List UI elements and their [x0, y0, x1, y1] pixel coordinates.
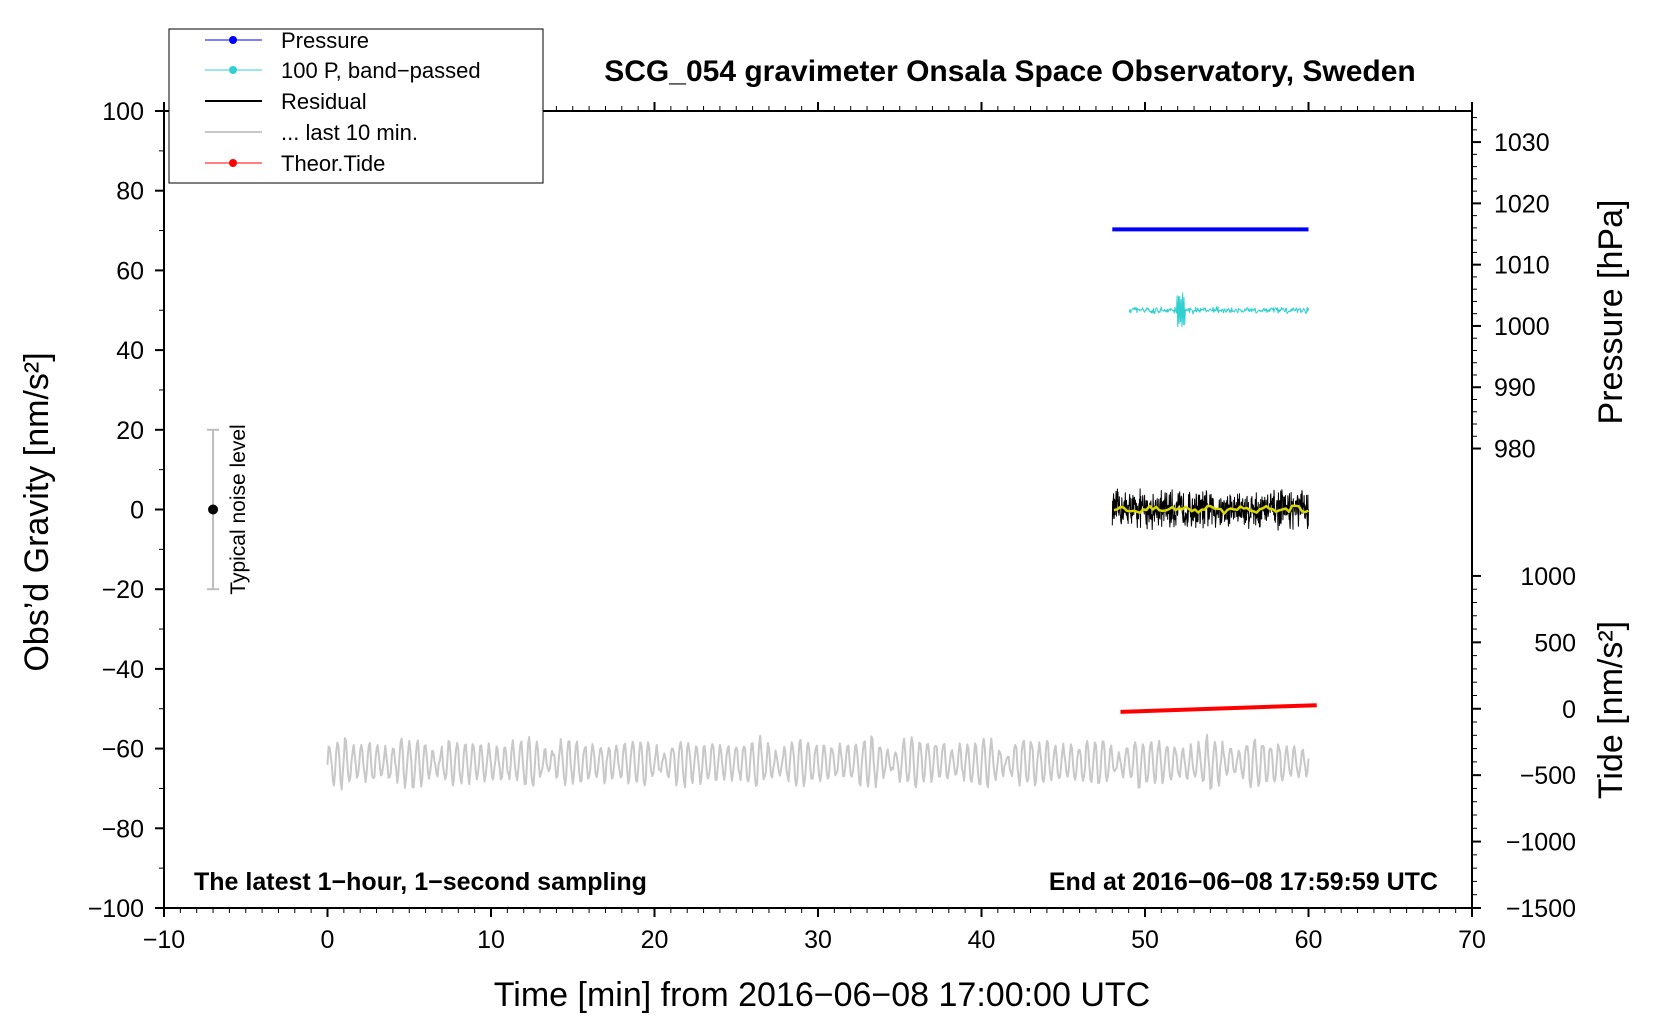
- legend-entry-theor-tide: Theor.Tide: [205, 151, 385, 176]
- x-tick-label: 40: [968, 926, 996, 954]
- noise-bar-dot: [208, 504, 219, 515]
- legend-label-residual: Residual: [281, 89, 367, 114]
- x-tick-label: 50: [1131, 926, 1159, 954]
- legend-label-theor-tide: Theor.Tide: [281, 151, 385, 176]
- y-tick-label: −40: [102, 656, 144, 684]
- series-theor-tide: [1120, 703, 1317, 714]
- series-layer: [326, 227, 1317, 791]
- noise-bar-label: Typical noise level: [227, 424, 250, 594]
- legend-label-pressure: Pressure: [281, 28, 369, 53]
- legend-box: [168, 28, 544, 184]
- series-residual: [1111, 488, 1309, 531]
- legend-marker-theor-tide: [229, 159, 237, 167]
- x-tick-label: 20: [641, 926, 669, 954]
- legend-label-bandpassed: 100 P, band−passed: [281, 58, 481, 83]
- series-last-10-min: [326, 733, 1310, 791]
- series-100-p-band-passed: [1128, 292, 1309, 328]
- pressure-tick-label: 1010: [1494, 252, 1550, 280]
- legend-marker-bandpassed: [229, 66, 237, 74]
- pressure-tick-label: 990: [1494, 374, 1536, 402]
- y-tick-label: 60: [116, 257, 144, 285]
- y-tick-label: 20: [116, 417, 144, 445]
- pressure-axis-label: Pressure [hPa]: [1592, 200, 1630, 425]
- y-axis-label-left: Obs’d Gravity [nm/s²]: [18, 352, 56, 671]
- tide-tick-label: −1500: [1506, 895, 1576, 923]
- tide-tick-label: −500: [1520, 762, 1576, 790]
- x-axis-label: Time [min] from 2016−06−08 17:00:00 UTC: [494, 976, 1150, 1014]
- y-tick-label: −60: [102, 736, 144, 764]
- y-tick-label: 40: [116, 337, 144, 365]
- right-axes: 1030 1020 1010 1000 990 980 1000 500 0 −500 −1000 −…: [1472, 117, 1576, 923]
- x-tick-label: 60: [1295, 926, 1323, 954]
- y-tick-label: 80: [116, 178, 144, 206]
- end-time-note: End at 2016−06−08 17:59:59 UTC: [1049, 868, 1438, 896]
- series-residual-smoothed: [1113, 504, 1310, 515]
- legend-marker-pressure: [229, 36, 237, 44]
- y-tick-label: 100: [102, 98, 144, 126]
- y-tick-label: −20: [102, 576, 144, 604]
- x-tick-label: −10: [143, 926, 185, 954]
- chart-title: SCG_054 gravimeter Onsala Space Observat…: [604, 55, 1416, 88]
- legend-label-last-10-min: ... last 10 min.: [281, 120, 418, 145]
- y-tick-label: −80: [102, 815, 144, 843]
- x-tick-label: 30: [804, 926, 832, 954]
- pressure-tick-label: 980: [1494, 436, 1536, 464]
- legend-entry-residual: Residual: [205, 89, 367, 114]
- tide-tick-label: 0: [1562, 696, 1576, 724]
- legend-entry-pressure: Pressure: [205, 28, 369, 53]
- tide-tick-label: 500: [1534, 629, 1576, 657]
- legend-entry-last-10-min: ... last 10 min.: [205, 120, 418, 145]
- y-tick-label: 0: [130, 497, 144, 525]
- legend: Pressure 100 P, band−passed Residual ...…: [168, 28, 544, 184]
- x-tick-label: 10: [477, 926, 505, 954]
- y-tick-label: −100: [88, 895, 144, 923]
- tick-layer: −10 0 10 20 30 40 50 60 70100806040200−20−40−60−…: [88, 98, 1486, 954]
- pressure-tick-label: 1020: [1494, 190, 1550, 218]
- pressure-tick-label: 1030: [1494, 129, 1550, 157]
- tide-axis-label: Tide [nm/s²]: [1592, 621, 1630, 799]
- legend-entry-bandpassed: 100 P, band−passed: [205, 58, 481, 83]
- noise-level-bar: Typical noise level: [207, 424, 250, 595]
- pressure-tick-label: 1000: [1494, 313, 1550, 341]
- x-tick-label: 70: [1458, 926, 1486, 954]
- sampling-note: The latest 1−hour, 1−second sampling: [194, 868, 647, 896]
- x-tick-label: 0: [321, 926, 335, 954]
- tide-tick-label: −1000: [1506, 829, 1576, 857]
- tide-tick-label: 1000: [1520, 563, 1576, 591]
